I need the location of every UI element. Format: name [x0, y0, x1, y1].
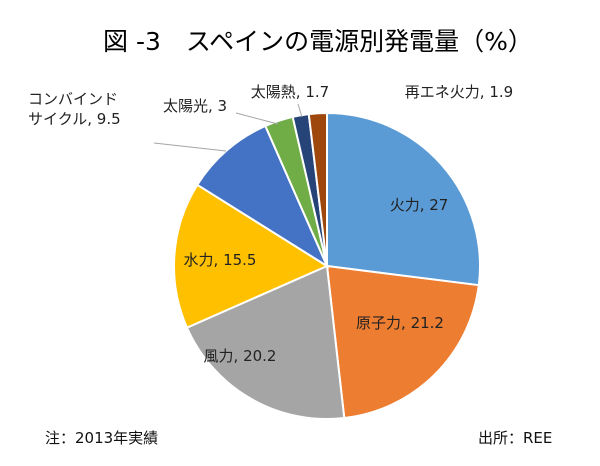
- pie-slice-原子力: [325, 264, 480, 420]
- pie-slice-風力: [185, 264, 346, 420]
- footnote: 注：2013年実績: [45, 429, 158, 447]
- pie-slice-再エネ火力: [307, 111, 328, 267]
- slice-label-コンバインドサイクル: コンバインドサイクル, 9.5: [28, 90, 121, 128]
- slice-labels: 火力, 27 原子力, 21.2 風力, 20.2 水力, 15.5 コンバインドサイク…: [28, 83, 513, 365]
- leader-line-太陽光: [235, 112, 279, 125]
- pie-slices: [173, 111, 481, 420]
- pie-slice-火力: [326, 111, 481, 287]
- slice-label-風力: 風力, 20.2: [204, 347, 277, 365]
- slice-label-太陽光: 太陽光, 3: [163, 97, 227, 115]
- source-note: 出所：REE: [478, 429, 552, 447]
- pie-slice-水力: [173, 183, 330, 329]
- leader-lines: [153, 103, 303, 152]
- slice-label-再エネ火力: 再エネ火力, 1.9: [405, 83, 513, 101]
- slice-label-原子力: 原子力, 21.2: [356, 314, 444, 332]
- leader-line-コンバインドサイクル: [153, 142, 227, 152]
- slice-label-水力: 水力, 15.5: [184, 251, 257, 269]
- slice-label-太陽熱: 太陽熱, 1.7: [251, 83, 329, 101]
- slice-label-火力: 火力, 27: [390, 196, 449, 214]
- leader-line-太陽熱: [297, 103, 303, 118]
- pie-slice-コンバインドサイクル: [195, 124, 330, 269]
- chart-title: 図 -3 スペインの電源別発電量（%）: [103, 27, 533, 56]
